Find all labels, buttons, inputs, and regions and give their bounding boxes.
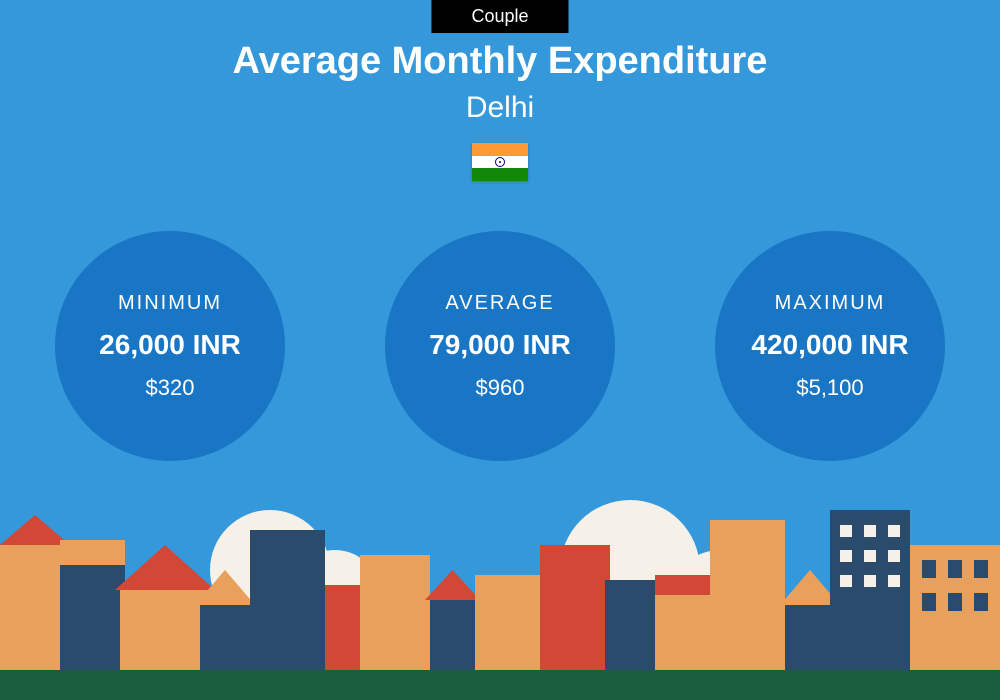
building-icon: [360, 555, 430, 675]
stat-inr-value: 420,000 INR: [751, 329, 908, 361]
stat-maximum: MAXIMUM 420,000 INR $5,100: [715, 231, 945, 461]
stat-usd-value: $960: [476, 375, 525, 401]
building-icon: [475, 575, 540, 675]
building-icon: [655, 575, 715, 595]
building-icon: [250, 530, 325, 675]
building-icon: [200, 605, 250, 675]
building-icon: [605, 580, 660, 675]
ground-icon: [0, 670, 1000, 700]
stat-label: MAXIMUM: [775, 292, 886, 315]
stat-usd-value: $5,100: [796, 375, 863, 401]
building-icon: [540, 545, 610, 675]
flag-green-stripe: [472, 168, 528, 181]
cityscape-illustration: [0, 480, 1000, 700]
badge-text: Couple: [471, 6, 528, 26]
building-icon: [785, 605, 835, 675]
stat-inr-value: 26,000 INR: [99, 329, 241, 361]
building-icon: [710, 520, 785, 675]
stat-usd-value: $320: [146, 375, 195, 401]
building-icon: [60, 540, 125, 565]
stat-label: AVERAGE: [445, 292, 554, 315]
building-icon: [325, 585, 360, 675]
stat-label: MINIMUM: [118, 292, 222, 315]
roof-icon: [115, 545, 215, 590]
building-icon: [910, 545, 1000, 675]
flag-white-stripe: [472, 156, 528, 169]
city-name: Delhi: [0, 91, 1000, 125]
stat-minimum: MINIMUM 26,000 INR $320: [55, 231, 285, 461]
stat-average: AVERAGE 79,000 INR $960: [385, 231, 615, 461]
building-icon: [120, 590, 210, 675]
ashoka-chakra-icon: [495, 157, 505, 167]
flag-saffron-stripe: [472, 143, 528, 156]
stats-container: MINIMUM 26,000 INR $320 AVERAGE 79,000 I…: [0, 231, 1000, 461]
building-icon: [830, 510, 910, 675]
building-icon: [430, 600, 475, 675]
building-icon: [655, 595, 715, 675]
roof-icon: [425, 570, 480, 600]
main-title: Average Monthly Expenditure: [0, 40, 1000, 83]
india-flag-icon: [472, 143, 528, 181]
building-icon: [60, 565, 125, 675]
category-badge: Couple: [431, 0, 568, 33]
stat-inr-value: 79,000 INR: [429, 329, 571, 361]
